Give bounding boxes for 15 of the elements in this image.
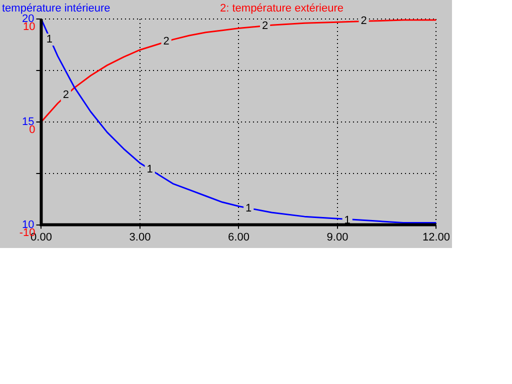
x-tick-label: 12.00 [422, 231, 450, 244]
annotation: 2 [360, 15, 367, 28]
annotation: 1 [46, 34, 53, 46]
annotation: 1 [344, 214, 350, 227]
annotation: 2 [62, 89, 69, 102]
annotation: 1 [246, 202, 252, 214]
x-tick-label: 3.00 [129, 231, 151, 244]
series-label: 2: température extérieure [220, 2, 344, 15]
annotation: 1 [146, 163, 153, 176]
annotation: 2 [262, 20, 268, 32]
series-label: température intérieure [2, 2, 110, 15]
x-tick-label: 6.00 [228, 231, 250, 244]
y2-tick-label: 0 [29, 124, 36, 136]
x-tick-label: 9.00 [326, 231, 348, 244]
annotation: 2 [163, 36, 170, 48]
